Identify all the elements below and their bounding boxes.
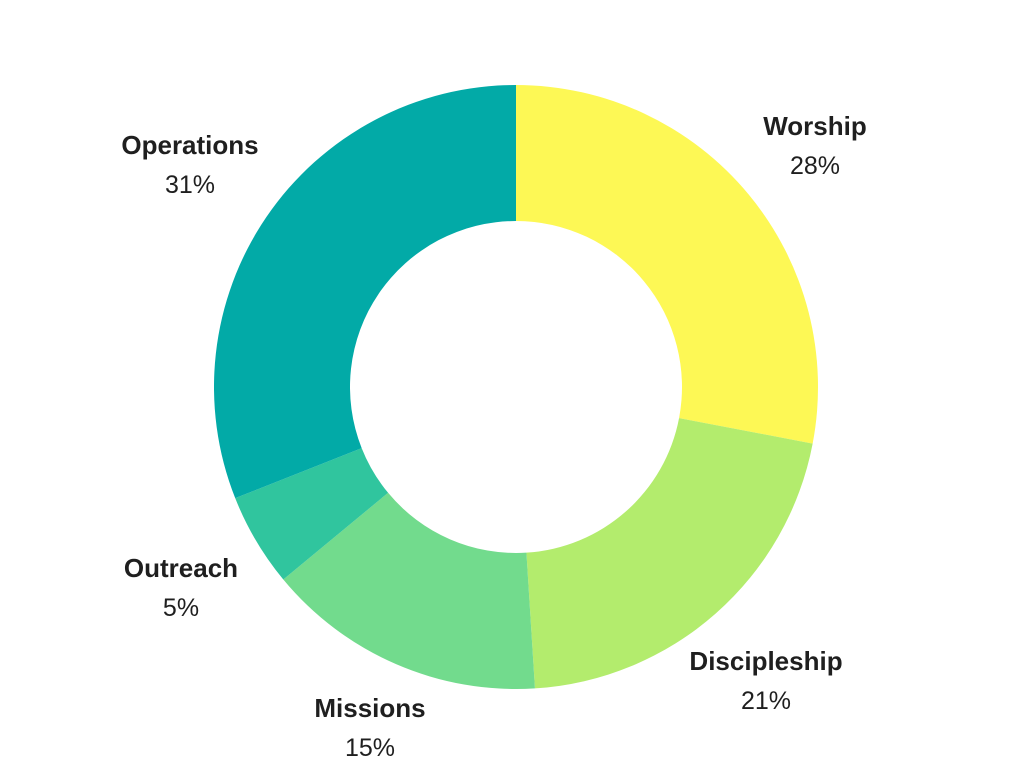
slice-value-discipleship: 21% (741, 687, 791, 715)
slice-label-worship: Worship (763, 111, 867, 141)
slice-operations (213, 85, 516, 499)
labels-layer: Worship 28% Discipleship 21% Missions 15% Outr… (121, 111, 866, 762)
slice-missions (283, 492, 535, 689)
slices-layer (213, 85, 819, 689)
slice-value-outreach: 5% (163, 594, 199, 622)
slice-value-worship: 28% (790, 152, 840, 180)
slice-discipleship (526, 418, 813, 689)
slice-worship (516, 85, 819, 444)
slice-value-missions: 15% (345, 734, 395, 762)
slice-label-missions: Missions (314, 693, 425, 723)
slice-value-operations: 31% (165, 171, 215, 199)
slice-outreach (235, 448, 389, 580)
slice-label-outreach: Outreach (124, 553, 238, 583)
slice-label-discipleship: Discipleship (689, 646, 842, 676)
slice-label-operations: Operations (121, 130, 258, 160)
